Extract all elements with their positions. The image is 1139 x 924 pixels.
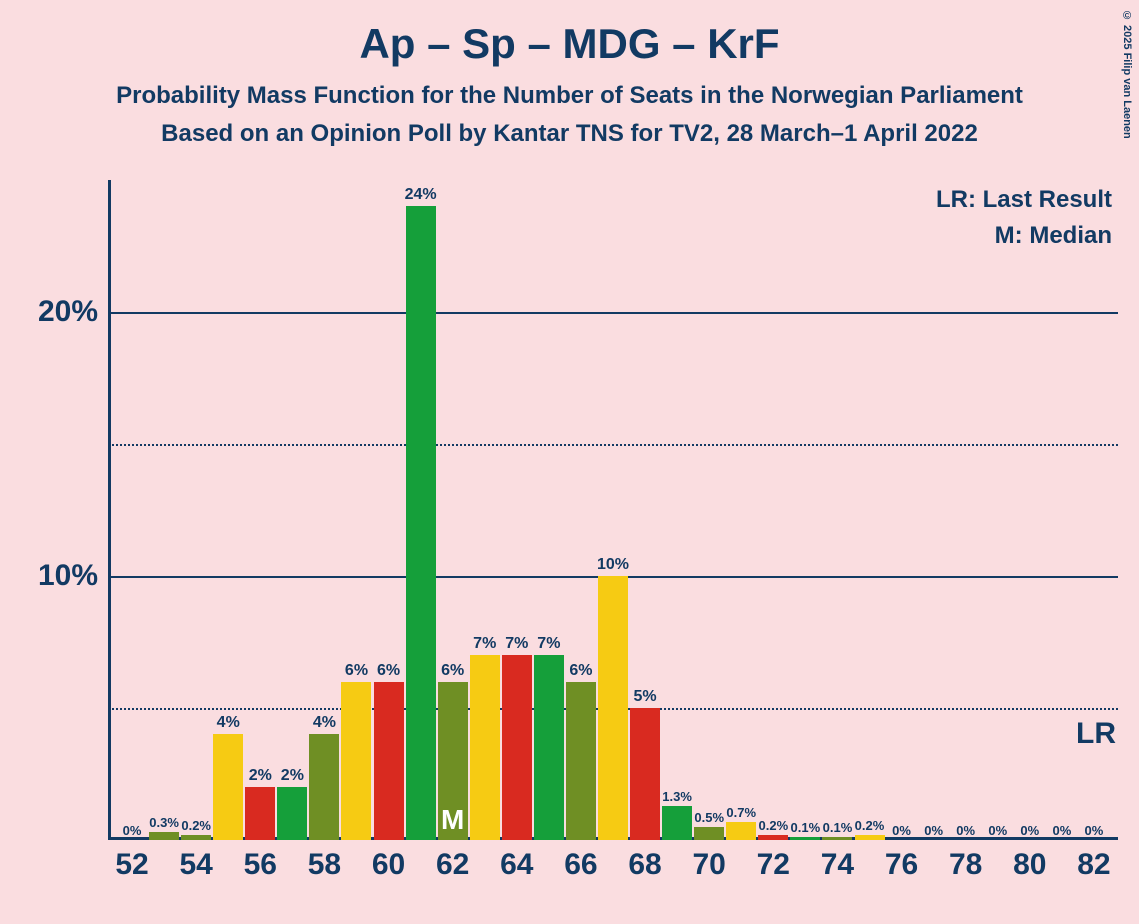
bar-value-label: 0.3% (149, 815, 179, 830)
x-tick-label: 64 (500, 848, 533, 882)
x-tick-label: 52 (115, 848, 148, 882)
bar-value-label: 6% (377, 662, 400, 680)
median-marker: M (441, 804, 464, 836)
lr-axis-label: LR (1076, 717, 1116, 751)
bar-value-label: 0% (1085, 823, 1104, 838)
bar-value-label: 7% (505, 635, 528, 653)
bar-value-label: 0% (892, 823, 911, 838)
x-tick-label: 60 (372, 848, 405, 882)
bar: 7% (534, 655, 564, 840)
bar-value-label: 24% (405, 186, 437, 204)
bar: 7% (470, 655, 500, 840)
x-tick-label: 56 (244, 848, 277, 882)
bar-value-label: 0.1% (823, 820, 853, 835)
x-tick-label: 68 (628, 848, 661, 882)
chart-plot-area: 10%20%0%0.3%0.2%4%2%2%4%6%6%24%6%M7%7%7%… (108, 180, 1118, 840)
bar: 4% (309, 734, 339, 840)
x-tick-label: 80 (1013, 848, 1046, 882)
bar: 6%M (438, 682, 468, 840)
x-tick-label: 66 (564, 848, 597, 882)
y-axis (108, 180, 111, 840)
bar-value-label: 6% (441, 662, 464, 680)
x-tick-label: 78 (949, 848, 982, 882)
bar: 0.5% (694, 827, 724, 840)
bar: 0.1% (822, 837, 852, 840)
gridline (108, 312, 1118, 314)
bar: 6% (341, 682, 371, 840)
bar-value-label: 0% (1020, 823, 1039, 838)
bar-value-label: 7% (473, 635, 496, 653)
bar-value-label: 10% (597, 556, 629, 574)
bar: 0.3% (149, 832, 179, 840)
x-tick-label: 72 (757, 848, 790, 882)
chart-subtitle-2: Based on an Opinion Poll by Kantar TNS f… (0, 120, 1139, 148)
bar-value-label: 6% (569, 662, 592, 680)
bar-value-label: 0.2% (181, 818, 211, 833)
legend-m: M: Median (995, 222, 1112, 250)
bar-value-label: 0.1% (791, 820, 821, 835)
bar: 0.2% (758, 835, 788, 840)
bar: 2% (277, 787, 307, 840)
y-tick-label: 10% (38, 559, 98, 593)
bar-value-label: 0.2% (758, 818, 788, 833)
bar: 0.2% (855, 835, 885, 840)
bar-value-label: 4% (313, 714, 336, 732)
bar-value-label: 0% (956, 823, 975, 838)
copyright-label: © 2025 Filip van Laenen (1121, 10, 1133, 139)
bar-value-label: 5% (634, 688, 657, 706)
bar-value-label: 0% (924, 823, 943, 838)
bar: 0.1% (790, 837, 820, 840)
bar-value-label: 0.7% (726, 805, 756, 820)
bar: 24% (406, 206, 436, 840)
bar-value-label: 0% (123, 823, 142, 838)
x-tick-label: 76 (885, 848, 918, 882)
bar: 2% (245, 787, 275, 840)
x-tick-label: 62 (436, 848, 469, 882)
gridline-minor (108, 444, 1118, 446)
bar-value-label: 0.5% (694, 810, 724, 825)
x-tick-label: 74 (821, 848, 854, 882)
chart-subtitle-1: Probability Mass Function for the Number… (0, 82, 1139, 110)
bar-value-label: 7% (537, 635, 560, 653)
bar: 0.7% (726, 822, 756, 840)
bar-value-label: 0.2% (855, 818, 885, 833)
bar-value-label: 2% (281, 767, 304, 785)
x-tick-label: 54 (179, 848, 212, 882)
bar: 0.2% (181, 835, 211, 840)
bar: 6% (374, 682, 404, 840)
bar: 1.3% (662, 806, 692, 840)
bar: 5% (630, 708, 660, 840)
x-tick-label: 58 (308, 848, 341, 882)
bar-value-label: 1.3% (662, 789, 692, 804)
chart-title: Ap – Sp – MDG – KrF (0, 0, 1139, 68)
bar: 10% (598, 576, 628, 840)
bar: 7% (502, 655, 532, 840)
y-tick-label: 20% (38, 295, 98, 329)
bar-value-label: 6% (345, 662, 368, 680)
legend-lr: LR: Last Result (936, 186, 1112, 214)
bar-value-label: 2% (249, 767, 272, 785)
bar-value-label: 0% (1052, 823, 1071, 838)
bar-value-label: 4% (217, 714, 240, 732)
x-tick-label: 70 (693, 848, 726, 882)
x-tick-label: 82 (1077, 848, 1110, 882)
bar: 6% (566, 682, 596, 840)
bar-value-label: 0% (988, 823, 1007, 838)
bar: 4% (213, 734, 243, 840)
